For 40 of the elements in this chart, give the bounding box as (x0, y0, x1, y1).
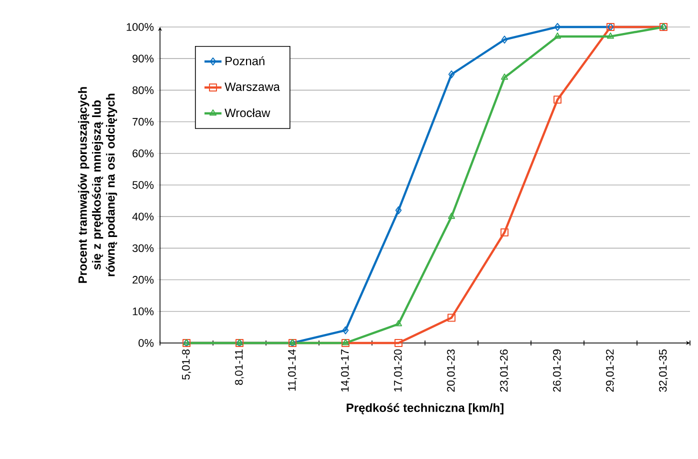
y-tick-label: 20% (132, 276, 154, 284)
x-tick-label: 14,01-17 (340, 350, 350, 392)
x-tick-label: 11,01-14 (288, 349, 298, 391)
y-tick-label: 40% (132, 212, 154, 220)
x-tick-label: 23,01-26 (500, 350, 510, 392)
point (448, 314, 456, 322)
legend-label: Warszawa (224, 82, 280, 91)
x-axis-title: Prędkość techniczna [km/h] (346, 403, 504, 414)
point (448, 212, 456, 219)
point (394, 320, 402, 326)
x-tick-label: 29,01-32 (606, 350, 616, 392)
point (500, 228, 509, 236)
y-tick-label: 30% (132, 244, 154, 252)
point (448, 70, 455, 78)
x-tick-label: 26,01-29 (552, 350, 562, 392)
point (606, 32, 614, 39)
point (501, 36, 508, 44)
point (554, 22, 561, 31)
legend-label: Poznań (226, 56, 264, 66)
y-tick-label: 70% (132, 118, 154, 126)
point (554, 96, 562, 104)
y-tick-label: 100% (126, 23, 154, 31)
point (342, 326, 349, 334)
point (554, 32, 562, 39)
y-tick-label: 0% (138, 339, 154, 347)
legend-label: Wrocław (224, 108, 270, 118)
y-tick-label: 80% (132, 86, 154, 94)
y-tick-label: 50% (132, 181, 154, 189)
y-axis-title: Procent tramwajów poruszających się z prędkością mniejszą lub równą podanej na osi odciętych (78, 87, 118, 283)
x-tick-label: 17,01-20 (394, 349, 404, 392)
point (500, 74, 508, 80)
y-tick-label: 90% (132, 54, 154, 62)
y-tick-label: 60% (132, 150, 154, 158)
y-tick-label: 10% (132, 308, 154, 316)
x-tick-label: 5,01-8 (182, 349, 192, 380)
point (394, 338, 403, 347)
point (395, 206, 402, 214)
x-tick-label: 32,01-35 (658, 349, 668, 392)
x-tick-label: 20,01-23 (446, 350, 456, 392)
x-tick-label: 8,01-11 (234, 350, 244, 385)
